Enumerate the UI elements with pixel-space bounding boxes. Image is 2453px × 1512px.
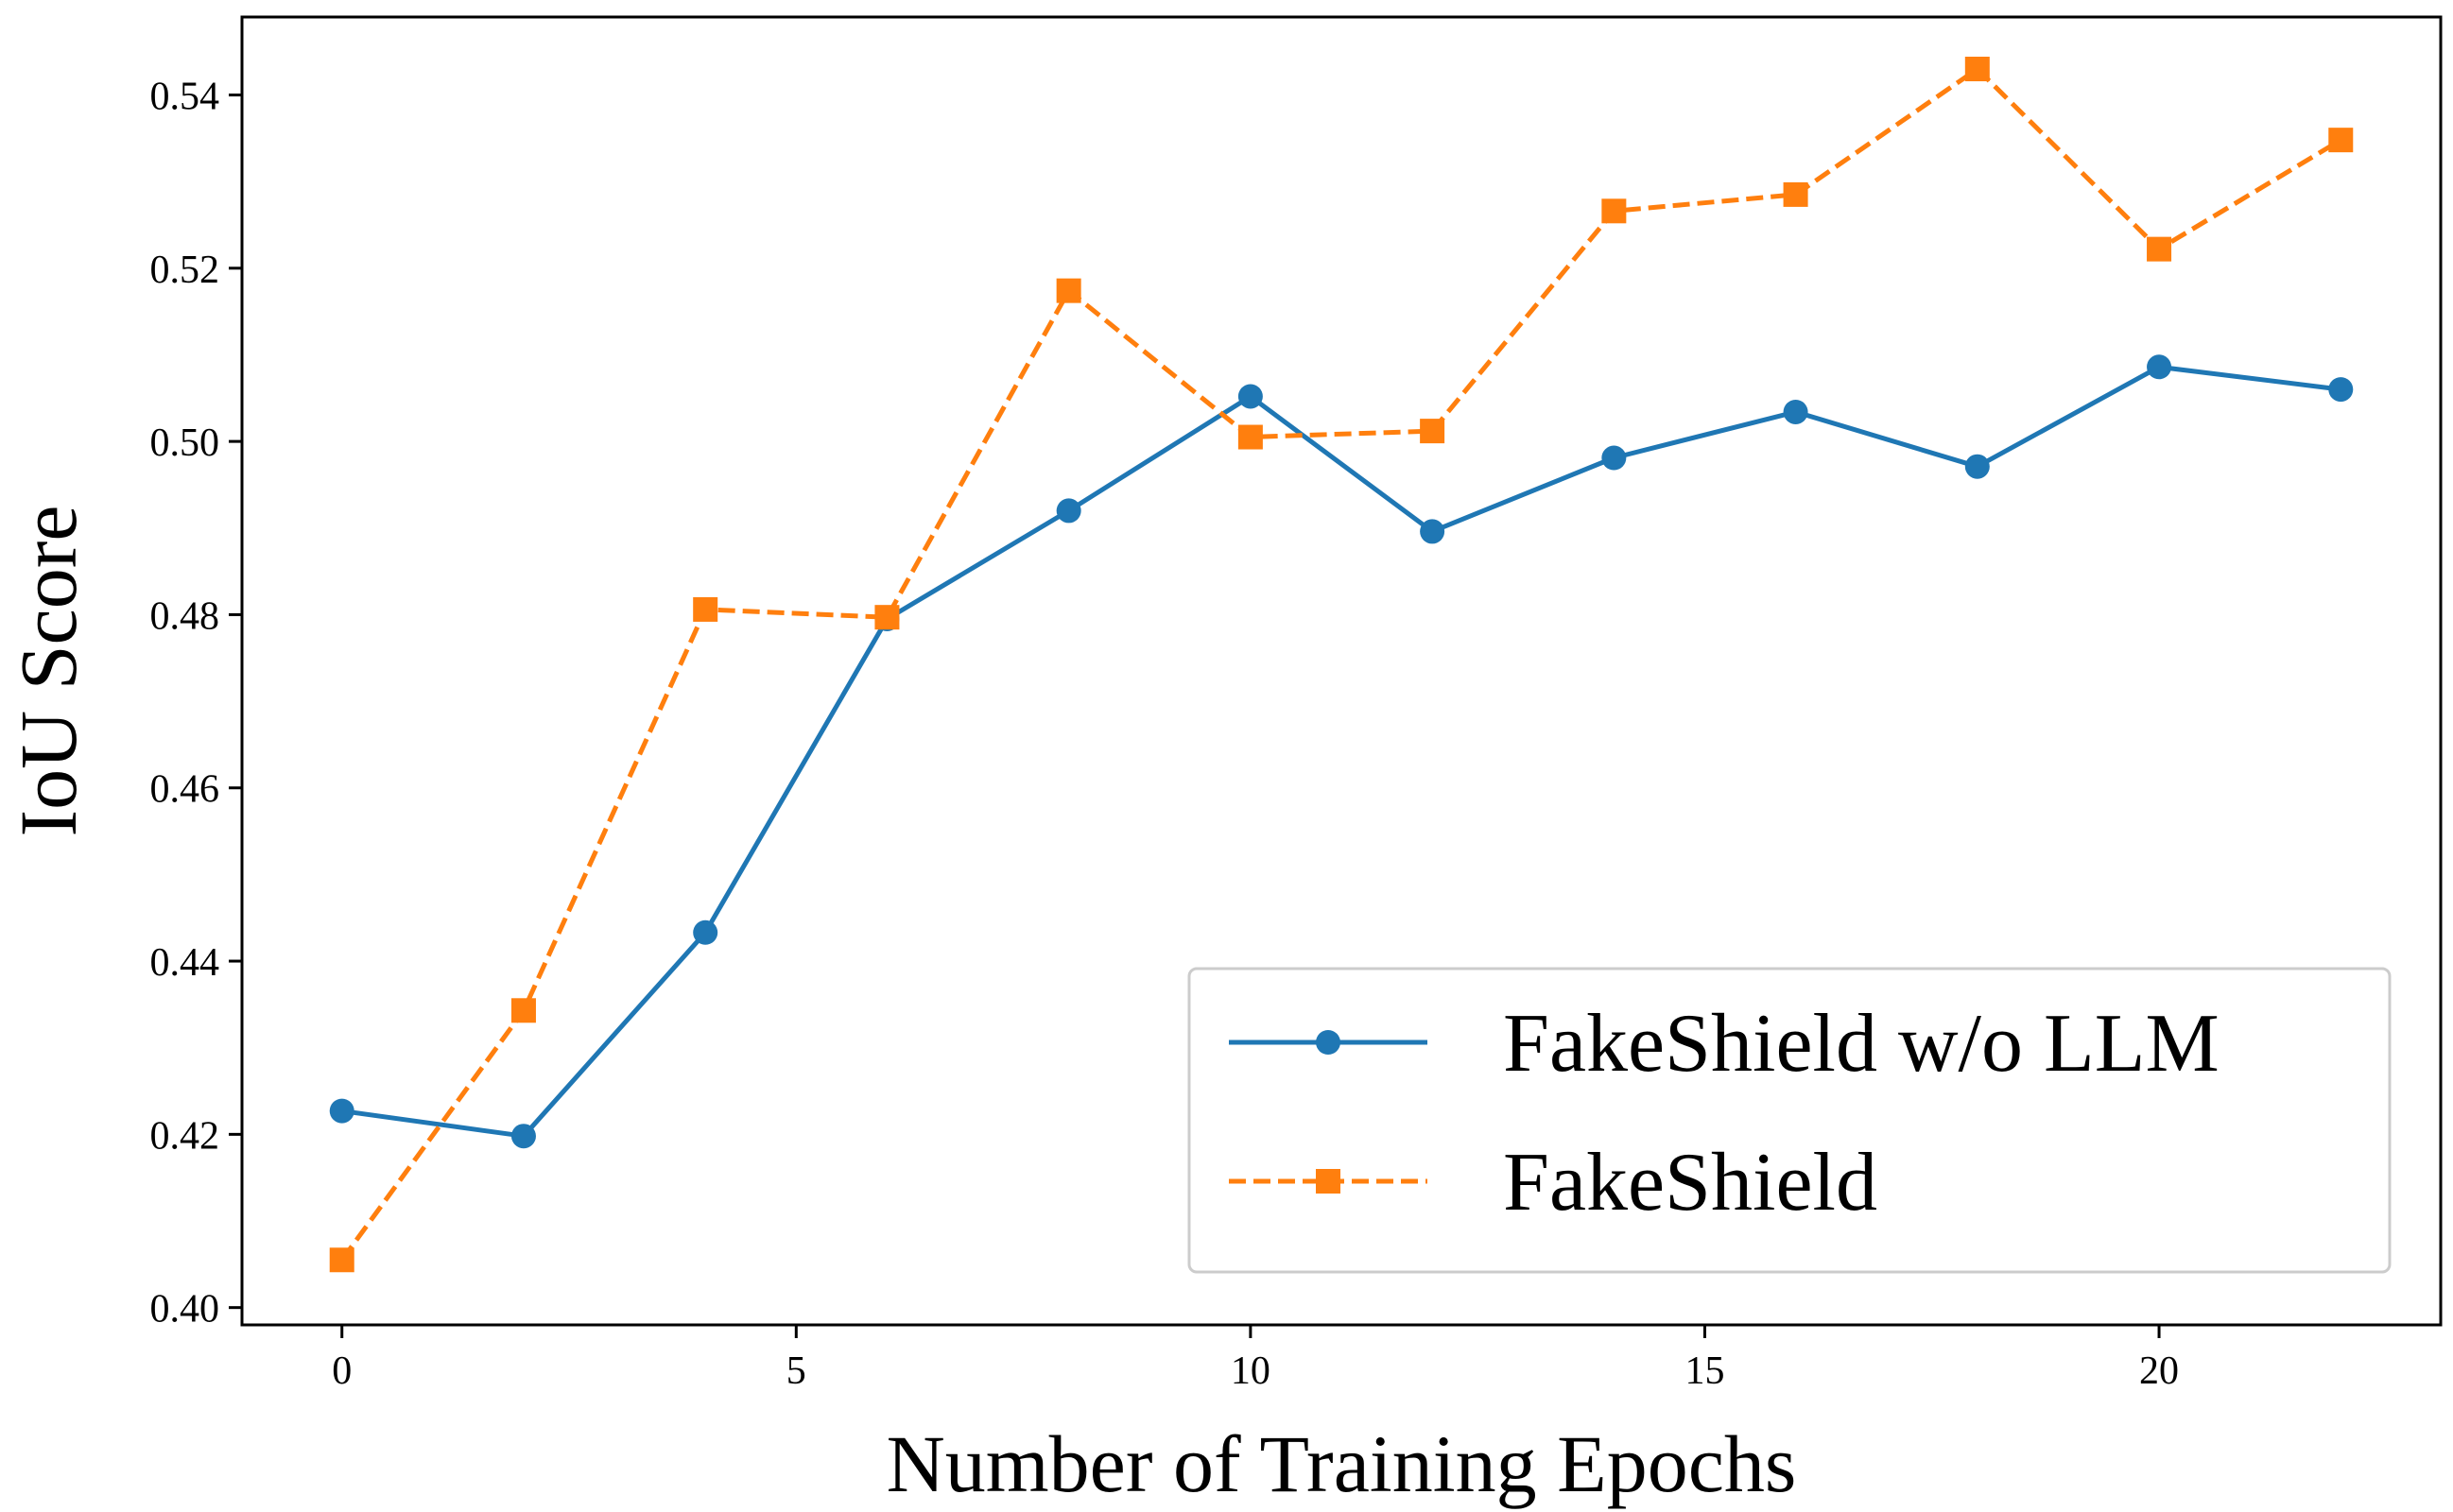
legend-entry-fakeshield-wo-llm: FakeShield w/o LLM — [1229, 998, 2220, 1090]
series-fakeshield-point — [693, 596, 718, 622]
series-fakeshield-point — [1237, 424, 1263, 450]
y-tick-label: 0.48 — [150, 594, 220, 638]
series-fakeshield-wo-llm-point — [329, 1098, 354, 1124]
series-fakeshield-point — [874, 605, 900, 630]
x-axis-title: Number of Training Epochs — [887, 1418, 1797, 1509]
x-tick-label: 5 — [786, 1349, 806, 1393]
y-axis-title: IoU Score — [3, 505, 94, 836]
legend-entry-fakeshield-wo-llm-label: FakeShield w/o LLM — [1503, 998, 2220, 1090]
x-tick-label: 10 — [1231, 1349, 1270, 1393]
y-tick-label: 0.54 — [150, 75, 220, 118]
series-fakeshield-wo-llm-point — [2147, 354, 2172, 380]
y-tick-label: 0.44 — [150, 941, 220, 985]
legend-entry-fakeshield-wo-llm-marker — [1316, 1030, 1340, 1055]
x-tick-label: 0 — [332, 1349, 352, 1393]
series-fakeshield-wo-llm-point — [1964, 454, 1990, 479]
x-tick-label: 15 — [1684, 1349, 1724, 1393]
y-tick-label: 0.42 — [150, 1114, 220, 1158]
legend-box — [1187, 967, 2392, 1274]
series-fakeshield-wo-llm-line — [341, 364, 2341, 1139]
x-tick-label: 20 — [2139, 1349, 2179, 1393]
y-axis: 0.40 0.42 0.44 0.46 0.48 0.50 0.52 0.54 — [150, 75, 242, 1332]
series-fakeshield-wo-llm-point — [1420, 519, 1445, 544]
series-fakeshield-wo-llm-point — [1783, 399, 1808, 424]
y-tick-label: 0.52 — [150, 249, 220, 292]
series-fakeshield-wo-llm — [329, 354, 2354, 1149]
series-fakeshield-point — [1056, 278, 1081, 303]
legend-entry-fakeshield: FakeShield — [1229, 1137, 1877, 1228]
series-fakeshield-line — [339, 66, 2342, 1262]
series-fakeshield-wo-llm-point — [1056, 498, 1081, 524]
legend-entry-fakeshield-label: FakeShield — [1503, 1137, 1877, 1228]
series-fakeshield-point — [329, 1247, 354, 1273]
y-tick-label: 0.46 — [150, 768, 220, 812]
series-fakeshield — [329, 56, 2354, 1273]
plot-frame — [240, 15, 2443, 1327]
series-fakeshield-point — [2147, 236, 2172, 262]
series-fakeshield-point — [1964, 56, 1990, 81]
y-tick-label: 0.40 — [150, 1288, 220, 1332]
legend: FakeShield w/o LLM FakeShield — [1187, 967, 2392, 1274]
series-fakeshield-point — [510, 998, 536, 1023]
series-fakeshield-wo-llm-point — [2328, 377, 2354, 403]
plot-content — [329, 56, 2354, 1273]
series-fakeshield-point — [1783, 181, 1808, 207]
series-fakeshield-wo-llm-point — [1237, 384, 1263, 409]
series-fakeshield-wo-llm-point — [1601, 445, 1627, 471]
series-fakeshield-point — [1601, 198, 1627, 224]
series-fakeshield-wo-llm-point — [510, 1124, 536, 1149]
y-tick-label: 0.50 — [150, 421, 220, 465]
x-axis: 0 5 10 15 20 — [332, 1325, 2179, 1393]
series-fakeshield-wo-llm-point — [693, 919, 718, 945]
series-fakeshield-point — [2328, 128, 2354, 153]
series-fakeshield-point — [1420, 419, 1445, 444]
legend-entry-fakeshield-marker — [1316, 1169, 1340, 1194]
